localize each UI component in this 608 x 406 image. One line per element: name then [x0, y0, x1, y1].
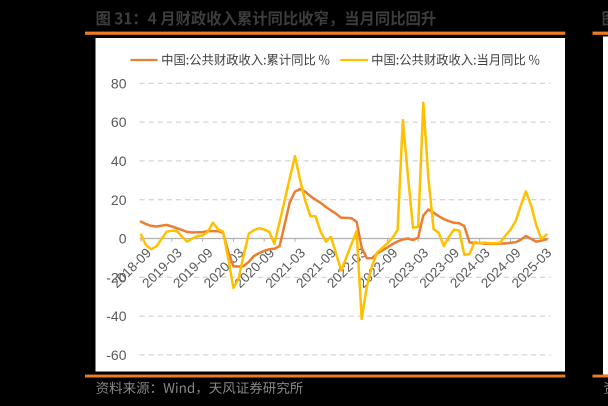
svg-text:-40: -40: [106, 308, 126, 324]
svg-text:80: 80: [111, 75, 127, 91]
svg-text:40: 40: [111, 153, 127, 169]
svg-text:60: 60: [111, 114, 127, 130]
svg-text:0: 0: [119, 231, 127, 247]
svg-text:-60: -60: [106, 347, 126, 363]
svg-text:20: 20: [111, 192, 127, 208]
svg-text:-20: -20: [106, 269, 126, 285]
